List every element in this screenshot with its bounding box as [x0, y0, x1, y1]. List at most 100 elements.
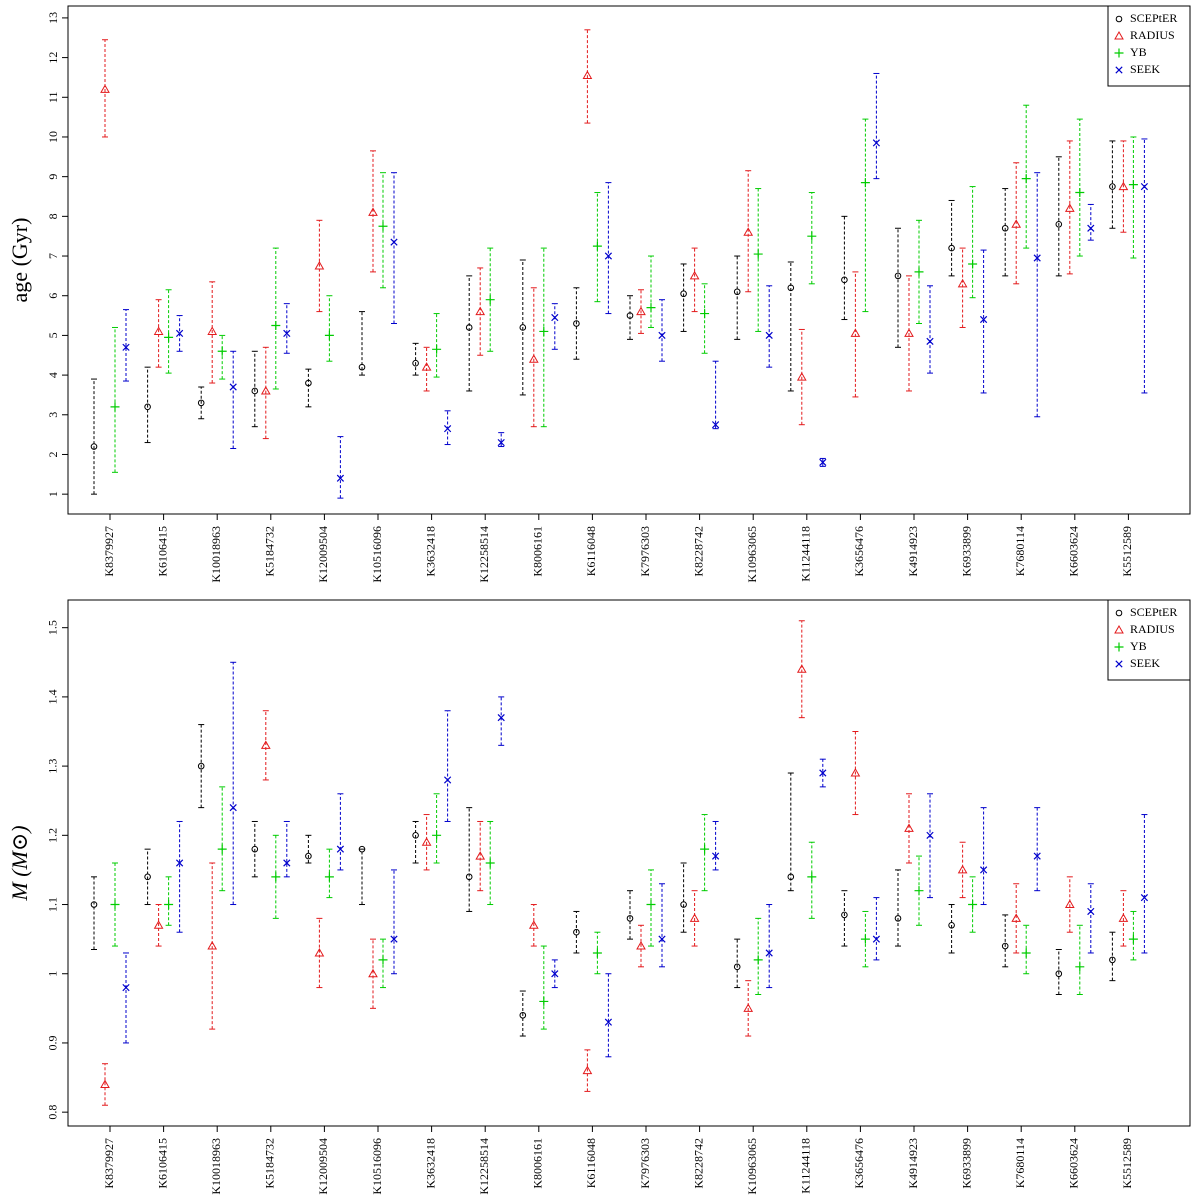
x-tick-label: K10516096 — [370, 526, 384, 583]
x-tick-label: K11244118 — [799, 1138, 813, 1194]
data-point — [207, 326, 218, 335]
data-point — [807, 872, 817, 882]
data-point — [592, 241, 602, 251]
legend-marker — [1115, 660, 1123, 668]
data-point — [914, 267, 924, 277]
x-tick-label: K10018963 — [209, 526, 223, 583]
data-point — [604, 252, 613, 260]
data-point — [519, 324, 527, 331]
x-tick-label: K12009504 — [316, 526, 330, 583]
data-point — [860, 178, 870, 188]
x-tick-label: K10516096 — [370, 1138, 384, 1195]
data-point — [636, 306, 646, 316]
data-point — [765, 949, 773, 957]
data-point — [1033, 852, 1041, 860]
data-point — [753, 955, 763, 965]
data-point — [144, 403, 151, 411]
data-point — [153, 920, 164, 929]
data-point — [122, 983, 130, 992]
data-point — [948, 244, 955, 252]
data-point — [636, 941, 646, 950]
data-point — [368, 207, 378, 216]
y-tick-label: 1 — [46, 971, 60, 977]
series-seek — [122, 72, 1149, 499]
x-tick-label: K6603624 — [1067, 526, 1081, 577]
data-point — [475, 851, 486, 860]
y-tick-label: 3 — [46, 412, 60, 418]
data-point — [1055, 970, 1063, 978]
data-point — [271, 320, 281, 330]
data-point — [378, 221, 388, 231]
data-point — [271, 872, 281, 882]
legend-marker — [1115, 66, 1123, 74]
data-point — [1033, 254, 1041, 262]
x-tick-label: K3632418 — [423, 526, 437, 577]
data-point — [122, 343, 130, 351]
x-tick-label: K6116048 — [584, 1138, 598, 1188]
data-point — [850, 328, 861, 337]
legend: SCEPtER RADIUS YB SEEK — [1107, 599, 1191, 681]
legend-label: SEEK — [1130, 62, 1160, 76]
data-point — [573, 320, 580, 327]
data-point — [283, 859, 291, 867]
data-point — [700, 844, 710, 854]
series-radius — [100, 620, 1129, 1106]
x-tick-label: K6106415 — [155, 526, 169, 577]
data-point — [217, 844, 227, 854]
data-point — [1109, 956, 1116, 964]
data-point — [1087, 907, 1095, 916]
data-point — [926, 831, 934, 839]
plot-frame — [67, 599, 1191, 1127]
data-point — [432, 344, 442, 354]
y-tick-label: 4 — [46, 372, 60, 378]
data-point — [551, 313, 559, 322]
data-point — [207, 941, 218, 950]
y-tick-label: 12 — [46, 52, 60, 64]
data-point — [324, 330, 334, 340]
data-point — [733, 963, 741, 971]
y-tick-label: 8 — [46, 213, 60, 219]
data-point — [711, 852, 720, 860]
data-point — [251, 387, 259, 395]
legend-marker — [1114, 48, 1124, 58]
series-scepter — [90, 724, 1116, 1037]
data-point — [110, 402, 120, 412]
data-point — [743, 227, 754, 236]
x-tick-label: K8006161 — [531, 526, 545, 577]
data-point — [305, 852, 312, 860]
y-tick-label: 1.3 — [46, 759, 60, 774]
data-point — [680, 901, 687, 908]
x-tick-label: K10963065 — [745, 526, 759, 583]
data-point — [485, 295, 495, 305]
data-point — [1011, 913, 1022, 922]
data-point — [646, 303, 656, 313]
x-tick-label: K6933899 — [959, 526, 973, 577]
data-point — [432, 830, 442, 840]
data-point — [260, 740, 271, 749]
data-point — [528, 354, 539, 363]
y-tick-label: 1.1 — [46, 897, 60, 912]
x-tick-label: K12258514 — [477, 526, 491, 583]
y-tick-label: 7 — [46, 253, 60, 259]
data-point — [850, 768, 861, 777]
data-point — [1075, 188, 1085, 198]
x-tick-label: K7976303 — [638, 526, 652, 577]
data-point — [110, 900, 120, 910]
data-point — [465, 873, 473, 881]
data-point — [582, 1065, 593, 1075]
data-point — [1001, 224, 1009, 232]
data-point — [658, 331, 666, 340]
data-point — [519, 1011, 527, 1019]
data-point — [443, 425, 452, 433]
data-point — [100, 1079, 110, 1088]
x-tick-label: K7680114 — [1013, 526, 1027, 576]
data-point — [787, 873, 795, 881]
data-point — [358, 845, 366, 853]
data-point — [421, 837, 432, 846]
data-point — [841, 911, 848, 919]
data-point — [819, 769, 827, 777]
data-point — [1075, 962, 1085, 972]
legend-marker — [1114, 624, 1124, 634]
y-tick-label: 1.4 — [46, 689, 60, 704]
data-point — [1064, 899, 1075, 909]
